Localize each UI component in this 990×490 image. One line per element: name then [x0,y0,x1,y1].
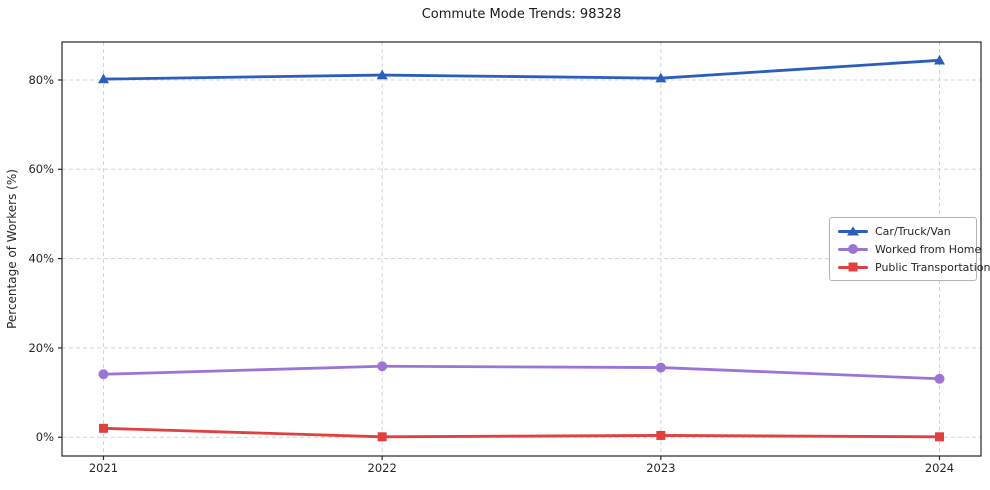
y-tick-label: 80% [28,73,54,87]
series-line-car-truck-van [102,58,941,81]
y-axis-label: Percentage of Workers (%) [5,169,19,329]
series-line-worked-from-home [102,364,941,381]
axis-layer: 2021 2022 2023 2024 0% 20% 40% 60% 80% [28,41,982,475]
legend-label: Public Transportation [875,260,990,274]
legend-circle-sample-icon [838,243,868,256]
legend-entry-car-truck-van: Car/Truck/Van [838,225,968,238]
legend-label: Car/Truck/Van [875,224,951,238]
x-tick-label: 2024 [925,461,954,475]
y-tick-label: 0% [36,430,54,444]
triangle-marker-car-truck-van [98,73,109,84]
legend-label: Worked from Home [875,242,982,256]
legend-square-sample-icon [838,261,868,274]
x-tick-label: 2023 [646,461,675,475]
x-tick-label: 2022 [368,461,397,475]
square-marker-public-transportation [377,432,387,442]
series-line-public-transportation [102,426,941,439]
triangle-marker-car-truck-van [655,72,667,83]
y-tick-label: 20% [28,341,54,355]
square-marker-public-transportation [99,423,108,433]
plot-border [61,41,982,457]
square-marker-public-transportation [935,432,944,442]
triangle-marker-car-truck-van [934,54,945,65]
legend-entry-public-transportation: Public Transportation [838,261,990,274]
y-tick-label: 40% [28,252,54,266]
series-layer [98,54,945,442]
legend-triangle-sample-icon [838,225,868,238]
circle-marker-worked-from-home [98,369,109,380]
square-marker-public-transportation [656,430,666,440]
chart-title: Commute Mode Trends: 98328 [421,7,622,22]
legend: Car/Truck/Van Worked from Home Public Tran… [829,217,990,281]
legend-entry-worked-from-home: Worked from Home [838,243,981,256]
triangle-marker-car-truck-van [376,69,388,80]
x-tick-label: 2021 [89,461,118,475]
circle-marker-worked-from-home [934,373,945,384]
y-tick-label: 60% [28,162,54,176]
circle-marker-worked-from-home [655,362,666,373]
circle-marker-worked-from-home [377,361,388,372]
